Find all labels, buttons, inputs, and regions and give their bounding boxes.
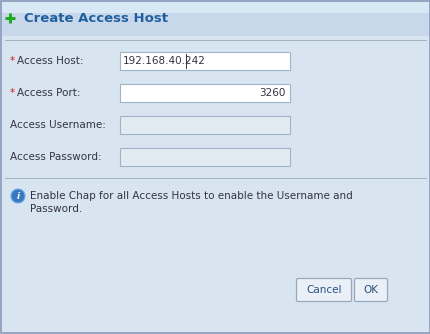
Text: 3260: 3260: [259, 88, 286, 98]
Text: 192.168.40.242: 192.168.40.242: [123, 56, 206, 66]
Bar: [120, 148, 289, 166]
Text: *: *: [10, 88, 18, 98]
Bar: [1, 1, 429, 13]
Circle shape: [11, 189, 25, 203]
FancyBboxPatch shape: [354, 279, 387, 302]
Text: OK: OK: [362, 285, 378, 295]
Bar: [120, 116, 289, 134]
Text: Access Port:: Access Port:: [17, 88, 80, 98]
Text: i: i: [16, 192, 19, 201]
Text: *: *: [10, 56, 18, 66]
Text: Enable Chap for all Access Hosts to enable the Username and: Enable Chap for all Access Hosts to enab…: [30, 191, 352, 201]
Text: Access Username:: Access Username:: [10, 120, 106, 130]
Text: Cancel: Cancel: [306, 285, 341, 295]
Bar: [120, 84, 289, 102]
Bar: [1, 1, 429, 36]
Text: Password.: Password.: [30, 204, 82, 214]
Text: Create Access Host: Create Access Host: [24, 11, 168, 24]
Bar: [120, 52, 289, 70]
FancyBboxPatch shape: [296, 279, 351, 302]
Text: Access Password:: Access Password:: [10, 152, 101, 162]
Text: Access Host:: Access Host:: [17, 56, 83, 66]
